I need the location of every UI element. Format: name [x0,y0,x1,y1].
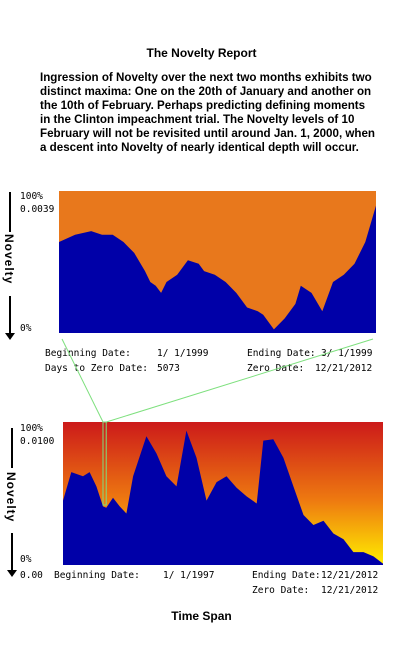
bottom-end-label: Ending Date: [252,570,321,581]
top-novelty-label: Novelty [2,234,16,285]
top-ytick-zero: 0% [20,323,32,334]
top-end-label: Ending Date: [247,348,316,359]
bottom-zero-value: 12/21/2012 [321,585,379,596]
top-begin-value: 1/ 1/1999 [157,348,209,359]
top-ytick-max: 100% [20,191,43,202]
bottom-novelty-rule-bottom [11,533,13,573]
zoom-line-right [106,338,374,423]
top-ytick-scale: 0.0039 [20,204,55,215]
top-zero-label: Zero Date: [247,363,305,374]
top-days-label: Days to Zero Date: [45,363,148,374]
bottom-novelty-rule-top [11,428,13,468]
report-title: The Novelty Report [146,46,257,60]
top-novelty-area [59,205,376,333]
top-zero-value: 12/21/2012 [315,363,373,374]
bottom-zero-label: Zero Date: [252,585,310,596]
bottom-novelty-arrow-icon [7,570,17,577]
x-axis-label: Time Span [171,609,232,623]
bottom-ytick-scale: 0.0100 [20,436,55,447]
zoom-line-left [61,338,104,423]
report-intro: Ingression of Novelty over the next two … [40,71,376,154]
zoom-marker-band [102,421,107,506]
top-begin-label: Beginning Date: [45,348,131,359]
bottom-end-value: 12/21/2012 [321,570,379,581]
bottom-ytick-zero: 0% [20,554,32,565]
top-novelty-arrow-icon [5,333,15,340]
bottom-xtick-start: 0.00 [20,570,43,581]
bottom-ytick-max: 100% [20,423,43,434]
bottom-novelty-area [63,430,383,565]
bottom-begin-label: Beginning Date: [54,570,140,581]
bottom-novelty-label: Novelty [4,472,18,523]
top-novelty-rule-bottom [9,296,11,336]
bottom-begin-value: 1/ 1/1997 [163,570,215,581]
top-novelty-rule-top [9,192,11,232]
top-days-value: 5073 [157,363,180,374]
